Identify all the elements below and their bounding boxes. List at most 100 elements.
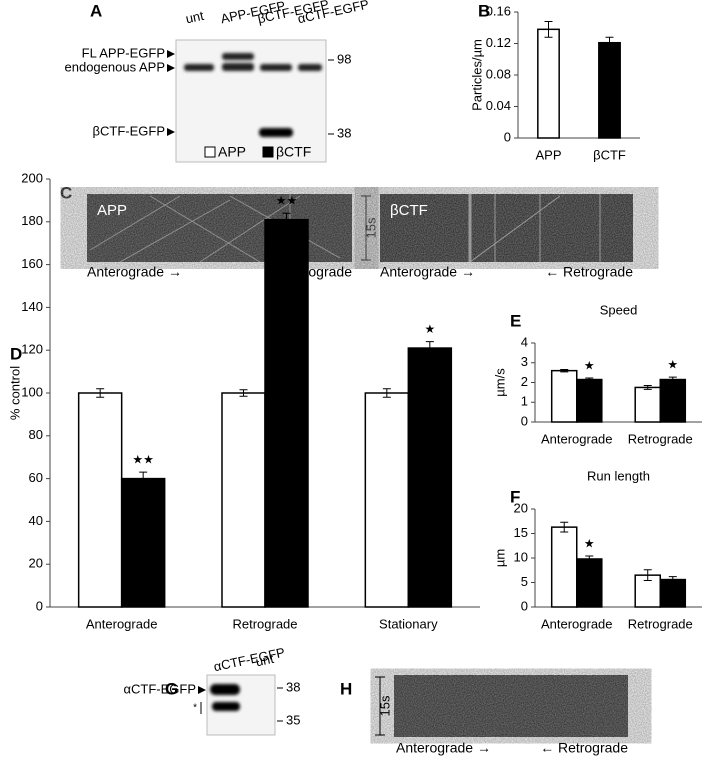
y-tick-label: 180 bbox=[21, 213, 43, 228]
bar bbox=[77, 392, 123, 608]
lane-label: unt bbox=[254, 651, 275, 670]
bar bbox=[659, 578, 687, 608]
y-tick-label: 0.16 bbox=[486, 3, 511, 18]
y-tick-label: 0 bbox=[36, 598, 43, 613]
x-tick-label: Retrograde bbox=[628, 431, 693, 446]
significance: ★ bbox=[667, 358, 678, 372]
y-tick-label: 0 bbox=[521, 598, 528, 613]
marker-label: 38 bbox=[337, 125, 351, 140]
error-bar bbox=[544, 20, 553, 38]
marker-label: 35 bbox=[286, 712, 300, 727]
error-bar bbox=[585, 377, 594, 382]
arrowheads bbox=[167, 50, 175, 136]
kymograph-label: APP bbox=[97, 202, 127, 219]
y-tick-label: 120 bbox=[21, 342, 43, 357]
blot bbox=[175, 39, 327, 163]
bar bbox=[364, 392, 410, 608]
x-tick-label: Retrograde bbox=[232, 616, 297, 631]
y-tick-label: 0.08 bbox=[486, 66, 511, 81]
panel-label: D bbox=[10, 344, 22, 363]
error-bar bbox=[585, 555, 594, 563]
bar bbox=[576, 378, 603, 423]
direction-label: Anterograde → bbox=[380, 264, 475, 280]
y-axis-label: % control bbox=[7, 366, 22, 420]
y-tick-label: 3 bbox=[521, 354, 528, 369]
panel-label: G bbox=[165, 679, 178, 698]
legend-label: APP bbox=[218, 144, 246, 160]
bar bbox=[221, 392, 266, 608]
band-label: αCTF-EGFP bbox=[123, 681, 196, 696]
kymograph-noise bbox=[380, 194, 633, 262]
error-bar bbox=[643, 569, 652, 582]
x-tick-label: Anterograde bbox=[86, 616, 158, 631]
error-bar bbox=[668, 576, 677, 583]
y-tick-label: 15 bbox=[514, 525, 528, 540]
error-bar bbox=[139, 471, 148, 486]
y-axis-label: Particles/µm bbox=[469, 39, 484, 111]
bar bbox=[576, 558, 603, 608]
y-tick-label: 0 bbox=[504, 129, 511, 144]
bar bbox=[537, 28, 560, 139]
bands bbox=[184, 53, 322, 137]
y-tick-label: 4 bbox=[521, 334, 528, 349]
marker-label: 98 bbox=[337, 51, 351, 66]
y-tick-label: 2 bbox=[521, 374, 528, 389]
panel-label: C bbox=[60, 183, 72, 202]
bar bbox=[598, 41, 621, 139]
y-tick-label: 20 bbox=[514, 500, 528, 515]
band-label: endogenous APP bbox=[65, 59, 165, 74]
y-tick-label: 200 bbox=[21, 170, 43, 185]
y-tick-label: 60 bbox=[29, 470, 43, 485]
marker-label: 38 bbox=[286, 679, 300, 694]
chart-title: Run length bbox=[587, 468, 650, 483]
y-axis-label: µm/s bbox=[492, 368, 507, 397]
x-tick-label: βCTF bbox=[593, 147, 626, 162]
kymograph-label: βCTF bbox=[390, 202, 428, 219]
y-tick-label: 0.12 bbox=[486, 35, 511, 50]
y-axis-label: µm bbox=[492, 549, 507, 567]
bar bbox=[659, 378, 687, 423]
y-tick-label: 140 bbox=[21, 299, 43, 314]
y-tick-label: 40 bbox=[29, 513, 43, 528]
kymograph-noise bbox=[394, 675, 628, 737]
band-label: FL APP-EGFP bbox=[82, 45, 165, 60]
legend-label: βCTF bbox=[276, 144, 311, 160]
error-bar bbox=[425, 341, 434, 355]
scale-label: 15s bbox=[377, 695, 392, 716]
lane-label: αCTF-EGFP bbox=[212, 645, 286, 675]
error-bar bbox=[560, 368, 569, 373]
arrowhead bbox=[198, 686, 206, 694]
x-tick-label: Anterograde bbox=[541, 431, 613, 446]
direction-label: Anterograde → bbox=[396, 740, 491, 756]
y-tick-label: 1 bbox=[521, 394, 528, 409]
error-bar bbox=[96, 388, 105, 398]
y-tick-label: 80 bbox=[29, 427, 43, 442]
scale-label: 15s bbox=[363, 217, 378, 238]
bar bbox=[550, 526, 578, 608]
y-tick-label: 10 bbox=[514, 549, 528, 564]
significance: ★★ bbox=[276, 194, 298, 208]
bar bbox=[407, 347, 453, 608]
direction-label: Anterograde → bbox=[87, 264, 182, 280]
bands bbox=[210, 684, 240, 711]
x-tick-label: APP bbox=[535, 147, 561, 162]
panel-label: A bbox=[90, 1, 102, 20]
kymograph-tracks bbox=[468, 194, 601, 263]
y-tick-label: 5 bbox=[521, 574, 528, 589]
y-tick-label: 100 bbox=[21, 384, 43, 399]
error-bar bbox=[560, 521, 569, 533]
bar bbox=[550, 369, 578, 423]
band-label: βCTF-EGFP bbox=[93, 123, 165, 138]
lane-label: unt bbox=[184, 8, 205, 27]
panel-label: H bbox=[340, 679, 352, 698]
error-bar bbox=[668, 376, 677, 383]
error-bar bbox=[282, 212, 291, 227]
significance: ★★ bbox=[132, 453, 154, 467]
y-tick-label: 0.04 bbox=[486, 98, 511, 113]
bar bbox=[634, 386, 662, 423]
error-bar bbox=[239, 389, 248, 397]
x-tick-label: Stationary bbox=[379, 616, 438, 631]
panel-label: B bbox=[478, 1, 490, 20]
direction-label: ← Retrograde bbox=[540, 740, 628, 756]
